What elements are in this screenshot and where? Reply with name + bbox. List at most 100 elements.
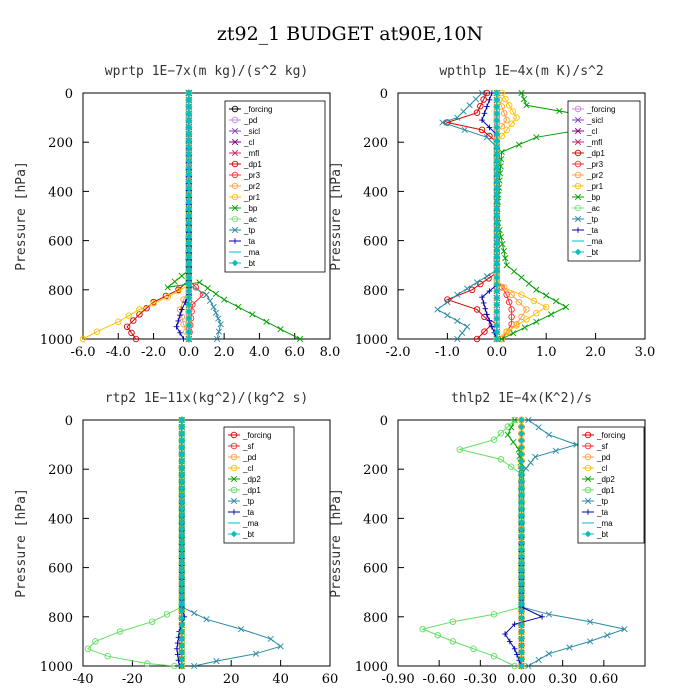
data-point (493, 158, 501, 165)
legend-swatch-marker (231, 204, 239, 212)
data-point (178, 608, 186, 615)
data-point (79, 335, 87, 343)
data-point (493, 219, 501, 227)
series-bt (185, 89, 193, 343)
y-axis-label: Pressure [hPa] (14, 488, 29, 598)
data-point (178, 662, 186, 670)
data-point (104, 652, 111, 660)
data-point (503, 126, 510, 134)
data-point (530, 297, 538, 305)
data-point (500, 284, 508, 291)
data-point (178, 519, 186, 526)
data-point (493, 260, 501, 268)
legend-swatch-marker (574, 149, 582, 157)
data-point (503, 291, 510, 298)
legend-label: _ma (242, 519, 259, 528)
data-point (178, 423, 186, 431)
data-point (185, 199, 193, 206)
data-point (478, 126, 486, 134)
data-point (493, 308, 501, 315)
data-point (483, 134, 491, 141)
data-point (180, 336, 187, 342)
data-point (518, 313, 525, 321)
data-point (473, 279, 481, 286)
data-point (182, 299, 189, 305)
data-point (84, 645, 92, 653)
data-point (130, 317, 137, 324)
data-point (493, 96, 501, 104)
legend-label: _forcing (243, 105, 272, 114)
panel-title: rtp2 1E−11x(kg^2)/(kg^2 s) (105, 391, 309, 406)
data-point (502, 255, 509, 262)
y-tick-label: 400 (48, 185, 73, 200)
data-point (164, 284, 171, 291)
legend-swatch-marker (231, 259, 239, 267)
legend-swatch-marker (574, 248, 582, 256)
data-point (604, 632, 611, 639)
series-bt (178, 416, 186, 670)
data-point (518, 621, 525, 629)
data-point (191, 609, 198, 617)
data-point (171, 278, 178, 285)
y-tick-label: 600 (48, 235, 73, 250)
legend-label: _bt (242, 530, 255, 539)
data-point (178, 272, 185, 279)
legend-label: _pr1 (586, 182, 604, 191)
x-tick-label: -0.90 (381, 672, 414, 687)
x-tick-label: 20 (223, 672, 240, 687)
y-tick-label: 1000 (355, 660, 388, 675)
data-point (185, 246, 193, 254)
y-tick-label: 200 (363, 463, 388, 478)
data-point (178, 587, 186, 595)
data-point (185, 226, 193, 233)
data-point (185, 158, 193, 165)
data-point (136, 311, 143, 318)
data-point (493, 144, 501, 151)
legend-swatch-marker (231, 215, 239, 223)
data-point (533, 134, 540, 141)
legend-swatch-marker (584, 486, 592, 494)
data-point (185, 267, 193, 274)
legend-label: _sf (242, 442, 254, 451)
data-point (185, 137, 193, 145)
data-point (493, 103, 501, 110)
data-point (518, 546, 525, 554)
legend-label: _sicl (243, 127, 260, 136)
data-point (503, 262, 510, 269)
data-point (466, 102, 473, 109)
legend-box (223, 426, 295, 544)
x-tick-label: -4.0 (106, 345, 131, 360)
plot-frame (82, 92, 331, 340)
legend-swatch-marker (584, 475, 592, 483)
data-point (508, 306, 515, 313)
data-point (454, 335, 461, 343)
data-point (493, 274, 501, 281)
y-tick-label: 800 (48, 611, 73, 626)
data-point (518, 423, 525, 431)
data-point (486, 124, 493, 131)
legend-swatch-marker (231, 138, 239, 146)
series-line (126, 93, 190, 340)
data-point (486, 317, 493, 324)
legend-label: _ta (243, 237, 256, 246)
x-tick-label: -20 (122, 672, 143, 687)
data-point (518, 560, 525, 567)
legend-label: _bt (586, 248, 599, 257)
data-point (237, 625, 245, 633)
data-point (562, 303, 570, 311)
legend-label: _ma (243, 248, 260, 257)
legend-swatch-marker (584, 453, 592, 461)
series-bt (493, 89, 501, 343)
series-bt (518, 416, 525, 670)
legend-label: _ma (596, 519, 613, 528)
data-point (178, 498, 186, 506)
data-point (213, 657, 220, 665)
data-point (543, 292, 550, 299)
data-point (143, 660, 151, 667)
legend-label: _ac (243, 215, 257, 224)
data-point (150, 300, 157, 307)
legend-swatch-marker (584, 442, 592, 450)
data-point (444, 119, 451, 126)
data-point (178, 649, 186, 656)
data-point (493, 240, 501, 247)
